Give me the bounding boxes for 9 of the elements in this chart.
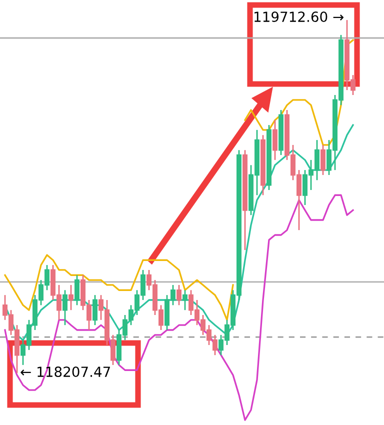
candlestick	[68, 284, 74, 311]
candlestick	[62, 289, 68, 326]
candlestick	[92, 294, 98, 326]
candlestick	[182, 289, 188, 311]
candlestick	[74, 274, 80, 306]
candlestick	[176, 284, 182, 306]
candlestick	[320, 144, 326, 176]
annotation: 119712.60 →	[254, 12, 344, 22]
candlestick	[272, 119, 278, 161]
